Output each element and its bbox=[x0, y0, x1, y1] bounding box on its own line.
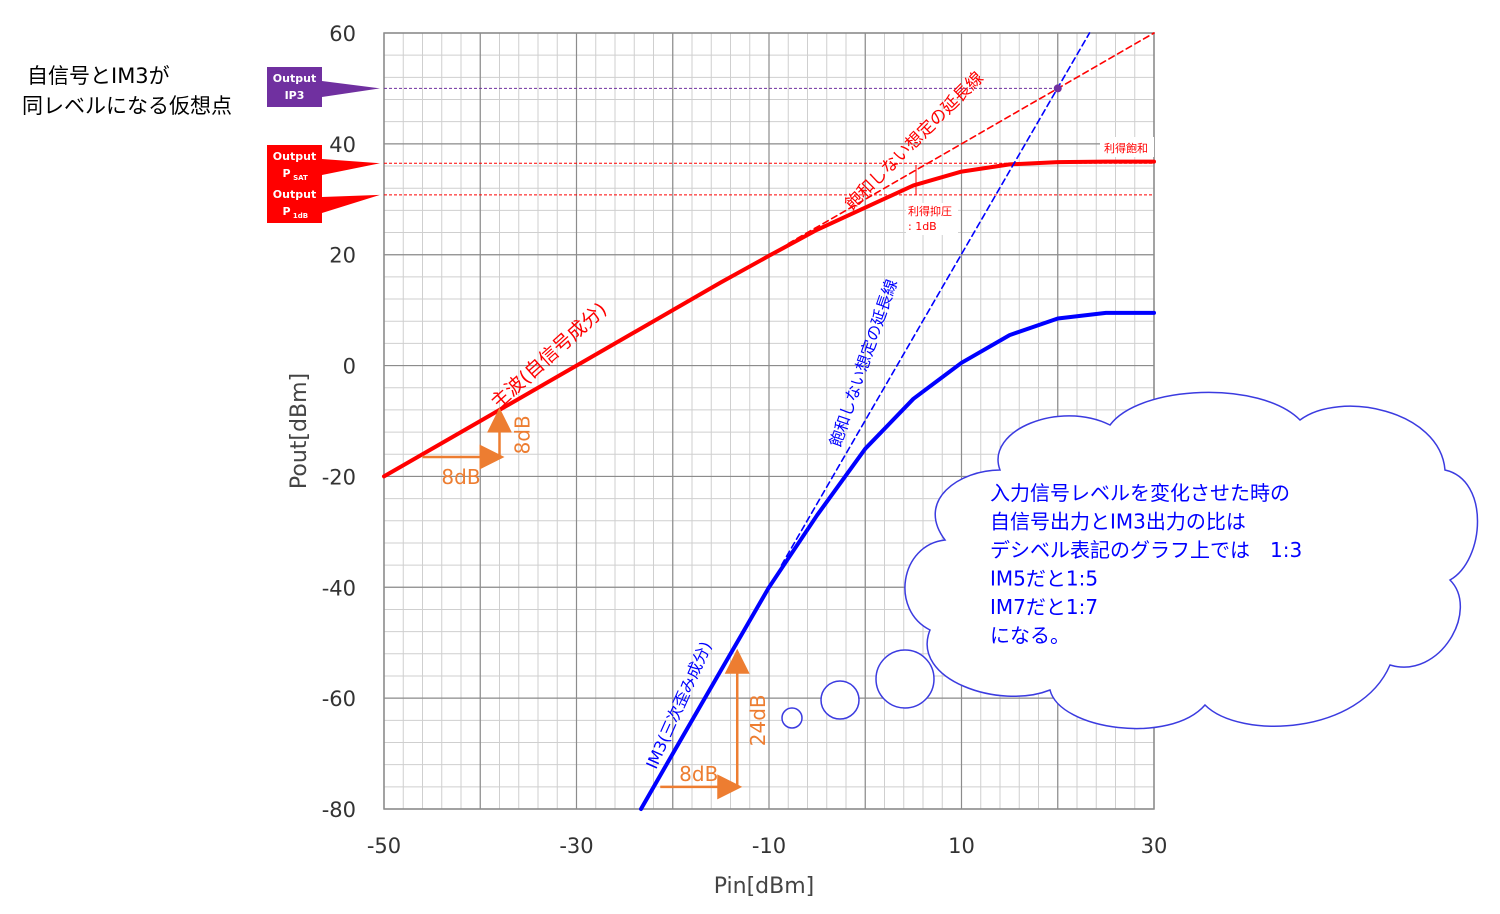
y-tick-label: 40 bbox=[329, 133, 356, 157]
ip3-caption-line2: 同レベルになる仮想点 bbox=[22, 94, 232, 118]
gain-compression-box bbox=[906, 203, 958, 235]
tag-output-p1db-line2-sub: 1dB bbox=[293, 212, 308, 220]
tag-output-ip3-shape bbox=[267, 67, 380, 107]
series-line-2 bbox=[787, 32, 1155, 245]
y-tick-label: -80 bbox=[322, 798, 356, 822]
cloud-note-line: IM5だと1:5 bbox=[990, 567, 1098, 591]
main-step-label-vertical: 8dB bbox=[511, 415, 535, 454]
tag-output-p1db-shape bbox=[267, 183, 380, 223]
y-axis-title: Pout[dBm] bbox=[287, 373, 312, 489]
y-tick-label: -40 bbox=[322, 576, 356, 600]
x-tick-label: 10 bbox=[948, 834, 975, 858]
cloud-note-line: デシベル表記のグラフ上では 1:3 bbox=[990, 538, 1302, 562]
cloud-bubble-1 bbox=[820, 680, 860, 720]
series-layer bbox=[382, 32, 1156, 811]
gain-compression-value: : 1dB bbox=[908, 220, 937, 233]
ip3-point bbox=[1053, 84, 1062, 93]
cloud-bubble-2 bbox=[781, 707, 803, 729]
tag-output-p1db-line2-main: P bbox=[282, 205, 290, 218]
x-axis-title: Pin[dBm] bbox=[714, 874, 815, 899]
gain-saturation-text: 利得飽和 bbox=[1104, 141, 1148, 155]
y-tick-label: 0 bbox=[343, 355, 356, 379]
tag-output-psat-line2-sub: SAT bbox=[293, 174, 308, 182]
x-tick-label: -50 bbox=[367, 834, 401, 858]
tag-output-psat-shape bbox=[267, 145, 380, 185]
cloud-note-line: IM7だと1:7 bbox=[990, 595, 1098, 619]
x-tick-label: -30 bbox=[559, 834, 593, 858]
cloud-bubble-0 bbox=[875, 649, 935, 709]
x-tick-label: -10 bbox=[752, 834, 786, 858]
tag-output-p1db: Output P 1dB bbox=[267, 183, 380, 223]
im3-step-label-vertical: 24dB bbox=[746, 694, 770, 746]
y-tick-label: -20 bbox=[322, 465, 356, 489]
cloud-callout: 入力信号レベルを変化させた時の自信号出力とIM3出力の比はデシベル表記のグラフ上… bbox=[781, 391, 1479, 730]
cloud-note-line: 自信号出力とIM3出力の比は bbox=[990, 510, 1246, 534]
tag-output-p1db-line1: Output bbox=[273, 188, 316, 201]
tag-output-ip3-line2: IP3 bbox=[285, 89, 305, 102]
gain-compression-text: 利得抑圧 bbox=[908, 204, 952, 218]
im3-step-label-horizontal: 8dB bbox=[679, 762, 718, 786]
tag-output-ip3-line1: Output bbox=[273, 72, 316, 85]
x-tick-label: 30 bbox=[1141, 834, 1168, 858]
tag-output-psat-line1: Output bbox=[273, 150, 316, 163]
main-step-label-horizontal: 8dB bbox=[441, 465, 480, 489]
tag-output-psat-line2-main: P bbox=[282, 167, 290, 180]
cloud-note-line: になる。 bbox=[990, 624, 1070, 648]
cloud-note-line: 入力信号レベルを変化させた時の bbox=[990, 481, 1290, 505]
tag-output-psat: Output P SAT bbox=[267, 145, 380, 185]
cloud-shape bbox=[904, 391, 1479, 730]
axes: -50 -30 -10 10 30 60 40 20 0 -20 -40 -60 -80 Pin[dBm]… bbox=[287, 22, 1167, 899]
series-line-1 bbox=[639, 310, 1156, 811]
gain-saturation-box bbox=[1100, 137, 1154, 157]
tag-output-ip3: Output IP3 bbox=[267, 67, 380, 107]
y-tick-label: 20 bbox=[329, 244, 356, 268]
series-line-3 bbox=[780, 32, 1091, 566]
ip3-caption-line1: 自信号とIM3が bbox=[27, 64, 170, 88]
y-tick-label: 60 bbox=[329, 22, 356, 46]
series-line-0 bbox=[382, 159, 1156, 479]
y-tick-label: -60 bbox=[322, 687, 356, 711]
